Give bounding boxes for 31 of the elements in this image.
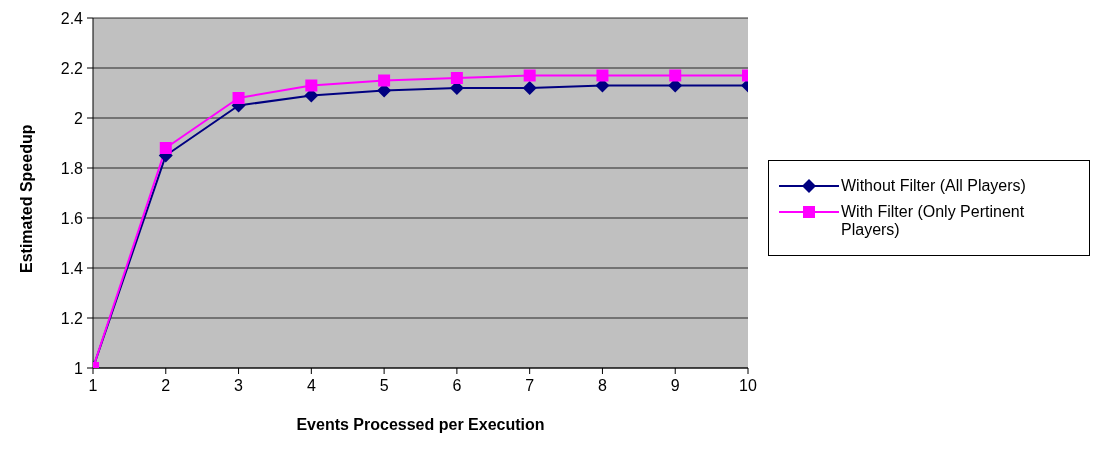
point <box>523 69 536 82</box>
point <box>232 92 245 104</box>
x-tick-label: 10 <box>739 377 757 395</box>
x-axis-title: Events Processed per Execution <box>296 416 545 433</box>
x-tick-label: 1 <box>88 377 98 395</box>
x-tick-label: 9 <box>670 377 680 395</box>
x-tick-label: 3 <box>234 377 244 395</box>
y-tick-label: 1.8 <box>60 159 84 177</box>
y-axis-title: Estimated Speedup <box>17 124 35 273</box>
point <box>378 74 391 87</box>
y-tick-label: 1.4 <box>60 259 84 277</box>
x-tick-label: 7 <box>525 377 535 395</box>
x-tick-label: 6 <box>452 377 462 395</box>
y-tick-label: 1 <box>74 359 84 377</box>
point <box>522 81 537 95</box>
x-tick-label: 8 <box>597 377 607 395</box>
point <box>450 72 463 84</box>
point <box>305 79 318 92</box>
x-tick-label: 4 <box>306 377 316 395</box>
x-tick-label: 2 <box>161 377 171 395</box>
point <box>159 142 172 154</box>
point <box>669 69 682 82</box>
point <box>596 69 609 82</box>
y-tick-label: 1.6 <box>60 209 84 227</box>
y-tick-label: 1.2 <box>60 309 84 327</box>
y-tick-label: 2.2 <box>60 59 84 77</box>
legend-label: With Filter (Only Pertinent Players) <box>841 203 1026 239</box>
x-tick-label: 5 <box>379 377 389 395</box>
y-tick-label: 2 <box>74 109 84 127</box>
y-tick-label: 2.4 <box>60 9 84 27</box>
legend-label: Without Filter (All Players) <box>841 177 1026 195</box>
